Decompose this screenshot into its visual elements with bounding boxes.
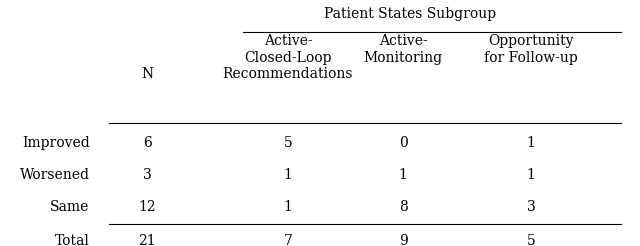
Text: 1: 1 — [527, 136, 536, 150]
Text: 1: 1 — [399, 168, 408, 182]
Text: 1: 1 — [284, 200, 292, 214]
Text: 5: 5 — [527, 234, 536, 246]
Text: 1: 1 — [284, 168, 292, 182]
Text: 3: 3 — [527, 200, 536, 214]
Text: Opportunity
for Follow-up: Opportunity for Follow-up — [484, 34, 578, 65]
Text: Improved: Improved — [22, 136, 90, 150]
Text: Total: Total — [55, 234, 90, 246]
Text: Same: Same — [50, 200, 90, 214]
Text: 5: 5 — [284, 136, 292, 150]
Text: 0: 0 — [399, 136, 408, 150]
Text: 8: 8 — [399, 200, 408, 214]
Text: 7: 7 — [284, 234, 292, 246]
Text: Worsened: Worsened — [20, 168, 90, 182]
Text: 9: 9 — [399, 234, 408, 246]
Text: N: N — [141, 67, 153, 81]
Text: 3: 3 — [143, 168, 152, 182]
Text: 6: 6 — [143, 136, 152, 150]
Text: Active-
Closed-Loop
Recommendations: Active- Closed-Loop Recommendations — [223, 34, 353, 81]
Text: 21: 21 — [138, 234, 156, 246]
Text: Active-
Monitoring: Active- Monitoring — [364, 34, 443, 65]
Text: 12: 12 — [138, 200, 156, 214]
Text: Patient States Subgroup: Patient States Subgroup — [324, 7, 495, 21]
Text: 1: 1 — [527, 168, 536, 182]
